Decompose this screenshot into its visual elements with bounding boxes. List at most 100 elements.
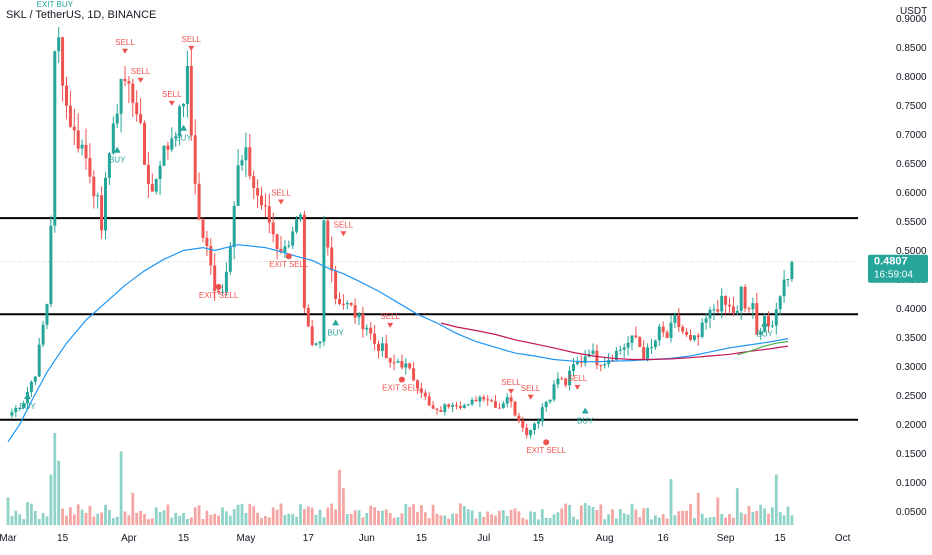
candle-body xyxy=(326,220,330,248)
candle-body xyxy=(283,246,287,253)
candle-body xyxy=(232,205,236,248)
candle-body xyxy=(599,365,603,367)
candle-body xyxy=(416,380,419,389)
volume-bar xyxy=(174,512,178,525)
volume-bar xyxy=(751,511,755,525)
candle-body xyxy=(505,397,509,404)
time-tick-label: 15 xyxy=(178,533,190,544)
volume-bar xyxy=(373,507,376,525)
candle-body xyxy=(260,195,263,206)
candle-body xyxy=(634,335,638,338)
candle-body xyxy=(743,286,747,309)
price-tick-label: 0.1000 xyxy=(896,478,927,489)
volume-bar xyxy=(377,510,380,525)
volume-bar xyxy=(611,509,614,525)
candle-body xyxy=(618,349,622,351)
volume-bar xyxy=(739,512,743,525)
volume-bar xyxy=(41,513,45,525)
volume-bar xyxy=(423,512,427,525)
candle-body xyxy=(529,430,533,436)
candle-body xyxy=(720,295,724,312)
candle-body xyxy=(306,307,310,327)
candle-body xyxy=(322,220,326,342)
candle-body xyxy=(197,183,201,220)
candle-body xyxy=(373,333,377,344)
volume-bar xyxy=(84,512,88,525)
volume-bar xyxy=(150,518,154,525)
volume-bar xyxy=(443,515,447,525)
volume-bar xyxy=(353,510,357,525)
buy-label: BUY xyxy=(756,330,773,339)
volume-bar xyxy=(661,514,665,525)
candle-body xyxy=(174,136,178,139)
candle-body xyxy=(357,314,361,318)
volume-bar xyxy=(57,460,61,525)
candle-body xyxy=(72,126,76,131)
candle-body xyxy=(568,370,572,386)
candle-body xyxy=(501,403,505,409)
ma-green-line xyxy=(737,340,789,356)
candle-body xyxy=(334,270,338,299)
volume-bar xyxy=(45,516,49,525)
volume-bar xyxy=(533,511,536,525)
candle-body xyxy=(299,214,302,220)
candle-body xyxy=(427,396,431,406)
candle-body xyxy=(669,322,673,338)
volume-bar xyxy=(704,518,708,525)
candle-body xyxy=(673,315,677,323)
volume-bar xyxy=(634,509,638,525)
volume-bar xyxy=(782,515,786,525)
volume-bar xyxy=(10,516,14,525)
candle-body xyxy=(388,358,392,363)
price-unit-label: USDT xyxy=(900,6,928,17)
exit-sell-dot-icon xyxy=(543,439,550,446)
volume-bar xyxy=(22,519,25,525)
candle-body xyxy=(162,145,166,166)
volume-bar xyxy=(603,519,607,525)
candle-body xyxy=(642,347,646,360)
volume-bar xyxy=(361,517,365,525)
candle-body xyxy=(170,138,174,150)
volume-bar xyxy=(267,517,271,525)
exit-sell-dot-icon xyxy=(285,253,292,260)
sell-arrow-icon xyxy=(508,389,515,394)
candle-body xyxy=(497,407,501,409)
candle-body xyxy=(404,363,408,368)
candle-body xyxy=(135,102,139,115)
price-tick-label: 0.4000 xyxy=(896,304,927,315)
price-tick-label: 0.7500 xyxy=(896,101,927,112)
volume-bar xyxy=(778,511,782,525)
candle-body xyxy=(572,364,575,371)
candle-body xyxy=(716,309,720,312)
sell-arrow-icon xyxy=(278,199,284,205)
sell-label: SELL xyxy=(131,67,151,76)
candle-body xyxy=(544,401,548,408)
last-price-tag: 0.4807 16:59:04 xyxy=(868,254,928,283)
volume-bar xyxy=(53,433,57,525)
volume-bar xyxy=(291,514,295,525)
candle-body xyxy=(45,303,49,325)
volume-bar xyxy=(638,517,642,525)
candle-body xyxy=(22,403,26,408)
time-tick-label: May xyxy=(236,533,255,544)
price-tick-label: 0.2000 xyxy=(896,420,927,431)
candle-body xyxy=(92,176,96,197)
volume-bar xyxy=(696,492,700,525)
volume-bar xyxy=(260,518,263,525)
volume-bar xyxy=(665,518,669,525)
volume-bar xyxy=(459,503,462,525)
candle-body xyxy=(490,400,494,402)
volume-bar xyxy=(26,502,29,525)
exit-sell-label: EXIT SELL xyxy=(199,291,239,300)
volume-bar xyxy=(759,504,763,525)
volume-bar xyxy=(271,507,275,525)
candle-body xyxy=(591,350,595,354)
time-tick-label: Oct xyxy=(835,533,851,544)
candle-body xyxy=(735,310,739,313)
candle-body xyxy=(603,364,607,366)
exit-sell-label: EXIT SELL xyxy=(526,446,566,455)
volume-bar xyxy=(447,518,451,525)
candle-body xyxy=(525,427,529,436)
volume-bar xyxy=(681,510,685,525)
